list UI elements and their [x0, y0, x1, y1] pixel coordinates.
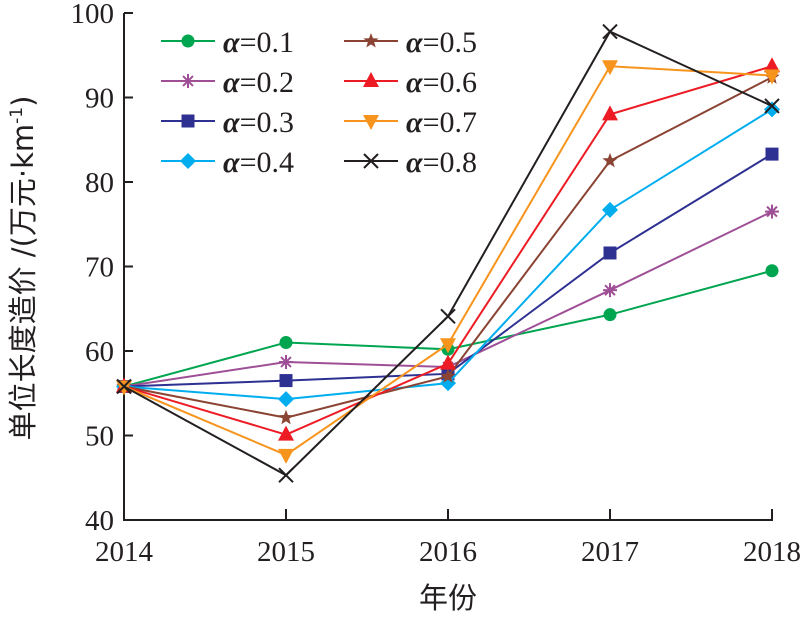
data-point	[116, 378, 132, 395]
data-point	[278, 425, 294, 441]
legend-alpha-symbol: α	[406, 66, 423, 99]
y-tick-label: 60	[85, 336, 114, 368]
legend-label: α=0.1	[223, 26, 294, 59]
star-marker	[363, 33, 379, 48]
data-point	[602, 23, 618, 40]
legend-label: α=0.6	[406, 66, 477, 99]
circle-marker	[181, 34, 195, 48]
data-point	[440, 354, 456, 370]
legend-item: α=0.3	[161, 106, 294, 139]
data-point	[765, 147, 779, 161]
data-point	[278, 391, 294, 408]
x-tick-label: 2016	[419, 536, 477, 568]
x-tick-label: 2018	[743, 536, 801, 568]
data-point	[278, 448, 294, 464]
series-0-7	[116, 60, 780, 464]
y-tick-label: 50	[85, 421, 114, 453]
data-point	[116, 380, 132, 396]
data-point	[603, 246, 617, 260]
legend-item: α=0.5	[344, 26, 477, 59]
legend-alpha-symbol: α	[406, 26, 423, 59]
legend-value: =0.3	[240, 106, 294, 139]
x-tick-label: 2015	[257, 536, 315, 568]
x-axis-title: 年份	[419, 581, 477, 615]
legend-label: α=0.3	[223, 106, 294, 139]
data-point	[765, 204, 779, 219]
x-marker	[363, 153, 379, 169]
legend-value: =0.8	[423, 146, 477, 179]
data-point	[440, 338, 456, 354]
legend: α=0.1α=0.2α=0.3α=0.4α=0.5α=0.6α=0.7α=0.8	[161, 26, 477, 179]
x-tick-label: 2017	[581, 536, 639, 568]
legend-value: =0.2	[240, 66, 294, 99]
legend-value: =0.7	[423, 106, 477, 139]
legend-label: α=0.8	[406, 146, 477, 179]
y-tick-label: 40	[85, 505, 114, 537]
legend-label: α=0.4	[223, 146, 294, 179]
series-group	[116, 23, 780, 483]
legend-label: α=0.2	[223, 66, 294, 99]
y-axis-title-close: )	[6, 96, 40, 107]
data-point	[279, 354, 293, 369]
square-marker	[181, 114, 195, 128]
legend-item: α=0.8	[344, 146, 477, 179]
data-point	[764, 101, 780, 118]
y-tick-label: 70	[85, 252, 114, 284]
legend-label: α=0.7	[406, 106, 477, 139]
legend-label: α=0.5	[406, 26, 477, 59]
y-axis-title-main: 单位长度造价 /(万元·km	[6, 124, 40, 441]
legend-alpha-symbol: α	[406, 106, 423, 139]
y-axis-title: 单位长度造价 /(万元·km-1)	[6, 96, 40, 441]
legend-alpha-symbol: α	[223, 146, 240, 179]
y-tick-label: 100	[71, 0, 115, 30]
legend-value: =0.1	[240, 26, 294, 59]
triangle-up-marker	[363, 72, 379, 87]
data-point	[440, 308, 456, 325]
data-point	[603, 308, 617, 322]
x-tick-label: 2014	[95, 536, 154, 568]
data-point	[602, 152, 618, 168]
legend-item: α=0.6	[344, 66, 477, 99]
asterisk-marker	[181, 74, 195, 88]
triangle-down-marker	[363, 115, 379, 130]
legend-item: α=0.7	[344, 106, 477, 139]
data-point	[764, 98, 780, 114]
data-point	[602, 201, 618, 218]
data-point	[278, 409, 294, 425]
legend-alpha-symbol: α	[406, 146, 423, 179]
data-point	[440, 368, 456, 383]
legend-item: α=0.2	[161, 66, 294, 99]
legend-item: α=0.4	[161, 146, 294, 179]
data-point	[764, 57, 780, 73]
y-tick-label: 80	[85, 167, 114, 199]
data-point	[602, 105, 618, 121]
series-0-4	[116, 101, 780, 408]
x-axis-ticks: 2014 2015 2016 2017 2018	[95, 509, 801, 568]
y-axis-ticks: 40 50 60 70 80 90 100	[71, 0, 133, 537]
data-point	[765, 264, 779, 278]
legend-item: α=0.1	[161, 26, 294, 59]
data-point	[278, 467, 294, 483]
data-point	[440, 375, 456, 392]
legend-alpha-symbol: α	[223, 106, 240, 139]
y-tick-label: 90	[85, 83, 114, 115]
diamond-marker	[180, 153, 196, 169]
series-0-8	[116, 23, 780, 483]
data-point	[603, 283, 617, 298]
data-point	[602, 60, 618, 76]
legend-value: =0.5	[423, 26, 477, 59]
data-point	[279, 374, 293, 388]
legend-alpha-symbol: α	[223, 66, 240, 99]
data-point	[279, 336, 293, 350]
legend-value: =0.6	[423, 66, 477, 99]
legend-alpha-symbol: α	[223, 26, 240, 59]
legend-value: =0.4	[240, 146, 294, 179]
y-axis-title-superscript: -1	[7, 107, 27, 124]
data-point	[764, 69, 780, 85]
